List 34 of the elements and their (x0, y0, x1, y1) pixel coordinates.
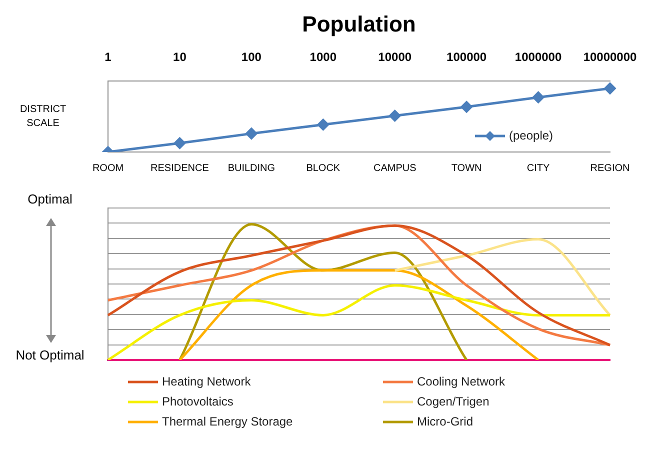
y-axis-title: DISTRICT SCALE (20, 104, 66, 130)
legend-label: Thermal Energy Storage (162, 414, 294, 428)
x-tick-label: ROOM (92, 162, 124, 174)
x-tick-label: BUILDING (228, 162, 276, 174)
point (532, 92, 544, 104)
legend-label: (people) (509, 128, 554, 142)
point (317, 118, 329, 130)
x-tick-label: BLOCK (306, 162, 340, 174)
legend-label: Photovoltaics (162, 394, 234, 408)
x2-tick-label: 1000000 (514, 50, 562, 64)
text: Optimal (28, 192, 72, 207)
x-tick-label: CAMPUS (373, 162, 417, 174)
x2-tick-label: 100000 (446, 50, 487, 64)
point (460, 101, 472, 113)
point (246, 128, 258, 140)
legend-label: Cogen/Trigen (417, 394, 490, 408)
x2-tick-label: 100 (241, 50, 262, 64)
x2-tick-label: 10 (173, 50, 187, 64)
x-tick-label: TOWN (451, 162, 482, 174)
point (604, 82, 616, 94)
x-tick-label: REGION (590, 162, 630, 174)
x2-tick-label: 1 (104, 50, 112, 64)
chart-title: Population (302, 11, 416, 36)
x2-tick-label: 10000 (378, 50, 412, 64)
text: Not Optimal (16, 348, 84, 363)
x-tick-label: RESIDENCE (150, 162, 210, 174)
legend-label: Micro-Grid (417, 414, 473, 428)
legend-label: Cooling Network (417, 374, 506, 388)
point (389, 110, 401, 122)
legend-label: Heating Network (162, 374, 252, 388)
x-tick-label: CITY (526, 162, 550, 174)
x2-tick-label: 1000 (310, 50, 337, 64)
x2-tick-label: 10000000 (583, 50, 638, 64)
point (174, 137, 186, 149)
